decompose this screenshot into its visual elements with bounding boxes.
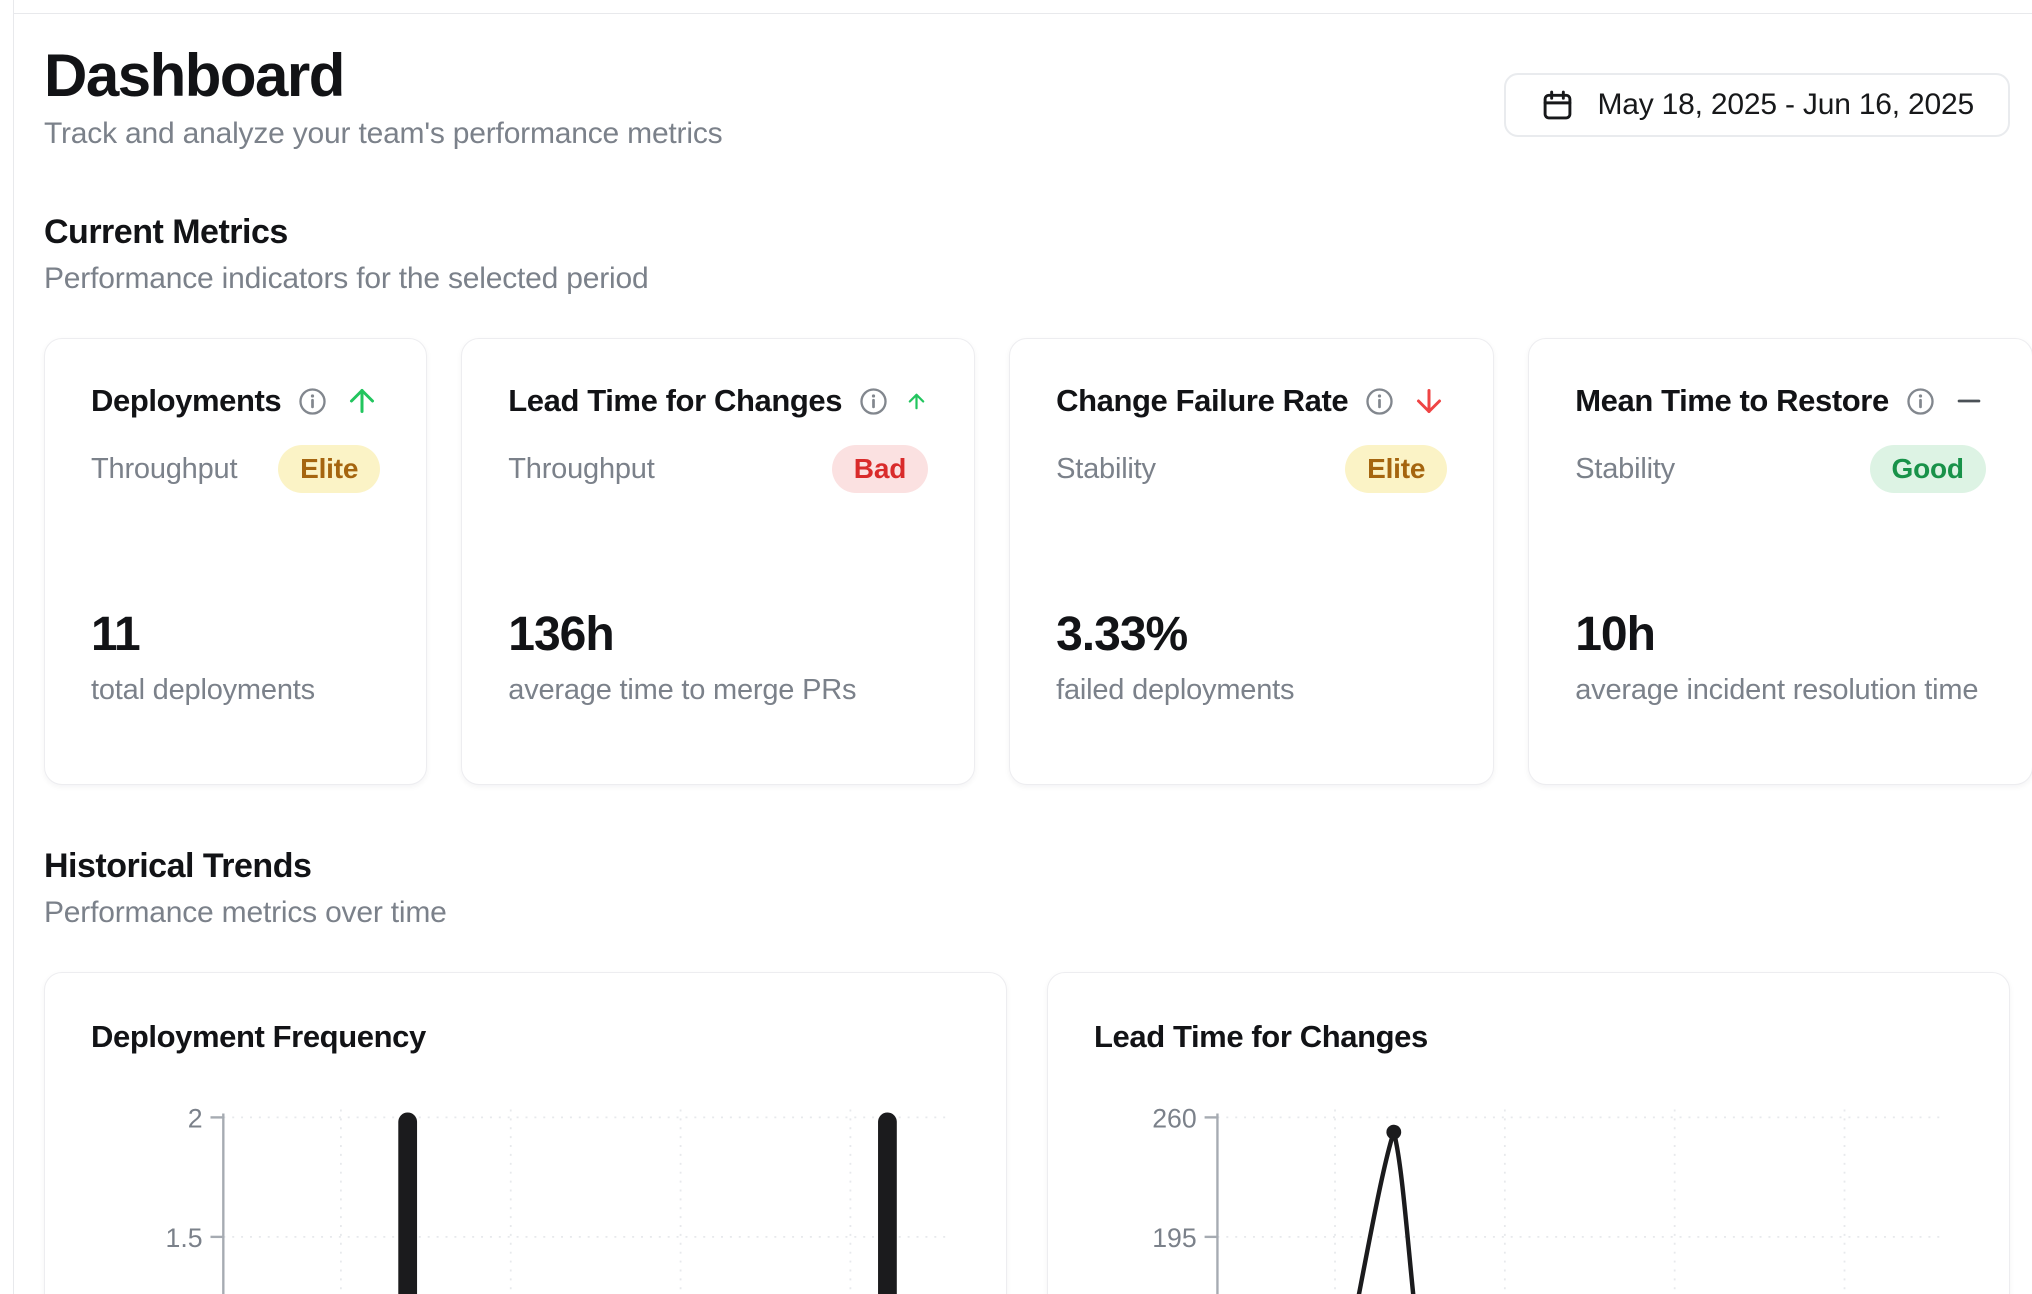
metric-value: 11	[91, 608, 141, 661]
deployment-frequency-chart: 21.5	[166, 1103, 950, 1294]
metric-card-change-failure-rate: Change Failure Rate Stability Elite	[1009, 338, 1495, 785]
page-title: Dashboard	[44, 42, 345, 109]
metric-cards-row: Deployments Throughput Elite	[44, 338, 2032, 785]
chart-title: Deployment Frequency	[91, 1019, 426, 1054]
y-tick-label: 260	[1152, 1103, 1196, 1133]
current-metrics-heading: Current Metrics	[44, 213, 288, 251]
dashboard-page: Dashboard Track and analyze your team's …	[14, 14, 2032, 1294]
info-icon[interactable]	[1905, 386, 1936, 417]
status-badge: Good	[1869, 445, 1986, 493]
historical-trends-heading: Historical Trends	[44, 847, 312, 885]
page-subtitle: Track and analyze your team's performanc…	[44, 117, 723, 150]
trend-down-icon	[1411, 383, 1447, 419]
y-tick-label: 1.5	[166, 1223, 203, 1253]
status-badge: Bad	[831, 445, 929, 493]
date-range-label: May 18, 2025 - Jun 16, 2025	[1597, 88, 1974, 121]
trend-up-icon	[344, 383, 380, 419]
y-tick-label: 2	[188, 1103, 203, 1133]
lead-time-chart-card: Lead Time for Changes 260 195	[1047, 972, 2010, 1294]
y-tick-label: 195	[1152, 1223, 1196, 1253]
topbar-edge-divider	[13, 13, 2032, 14]
metric-category: Throughput	[508, 452, 655, 485]
metric-card-mean-time-to-restore: Mean Time to Restore Stability Good	[1528, 338, 2032, 785]
lead-time-chart: 260 195	[1152, 1103, 1944, 1294]
current-metrics-subheading: Performance indicators for the selected …	[44, 262, 649, 295]
bar	[878, 1112, 897, 1294]
metric-caption: failed deployments	[1056, 674, 1295, 706]
page-title-block: Dashboard Track and analyze your team's …	[44, 42, 723, 151]
peak-dot	[1386, 1124, 1402, 1140]
historical-trends-subheading: Performance metrics over time	[44, 896, 447, 929]
info-icon[interactable]	[1364, 386, 1395, 417]
status-badge: Elite	[278, 445, 381, 493]
page-header: Dashboard Track and analyze your team's …	[44, 43, 2010, 151]
metric-card-title: Deployments	[91, 383, 282, 418]
metric-value: 3.33%	[1056, 608, 1188, 661]
metric-caption: average time to merge PRs	[508, 674, 857, 706]
metric-card-lead-time: Lead Time for Changes Throughput Bad	[461, 338, 976, 785]
metric-category: Stability	[1056, 452, 1156, 485]
trend-flat-icon	[1952, 384, 1986, 418]
info-icon[interactable]	[297, 386, 328, 417]
metric-card-title: Change Failure Rate	[1056, 383, 1349, 418]
metric-category: Stability	[1575, 452, 1675, 485]
deployment-frequency-chart-card: Deployment Frequency 2 1.5	[44, 972, 1007, 1294]
charts-row: Deployment Frequency 2 1.5 Lead Time for …	[44, 972, 2010, 1294]
status-badge: Elite	[1345, 445, 1448, 493]
metric-value: 136h	[508, 608, 614, 661]
chart-title: Lead Time for Changes	[1094, 1019, 1428, 1054]
metric-value: 10h	[1575, 608, 1656, 661]
sidebar-edge-divider	[13, 0, 14, 1294]
bar	[398, 1112, 418, 1294]
metric-card-title: Lead Time for Changes	[508, 383, 843, 418]
metric-card-deployments: Deployments Throughput Elite	[44, 338, 428, 785]
trend-up-icon	[905, 390, 928, 413]
metric-category: Throughput	[91, 452, 238, 485]
date-range-picker[interactable]: May 18, 2025 - Jun 16, 2025	[1504, 73, 2010, 137]
metric-card-title: Mean Time to Restore	[1575, 383, 1889, 418]
metric-caption: total deployments	[91, 674, 315, 706]
info-icon[interactable]	[858, 386, 889, 417]
line-series	[1356, 1124, 1416, 1294]
calendar-icon	[1544, 90, 1572, 119]
metric-caption: average incident resolution time	[1575, 674, 1979, 706]
